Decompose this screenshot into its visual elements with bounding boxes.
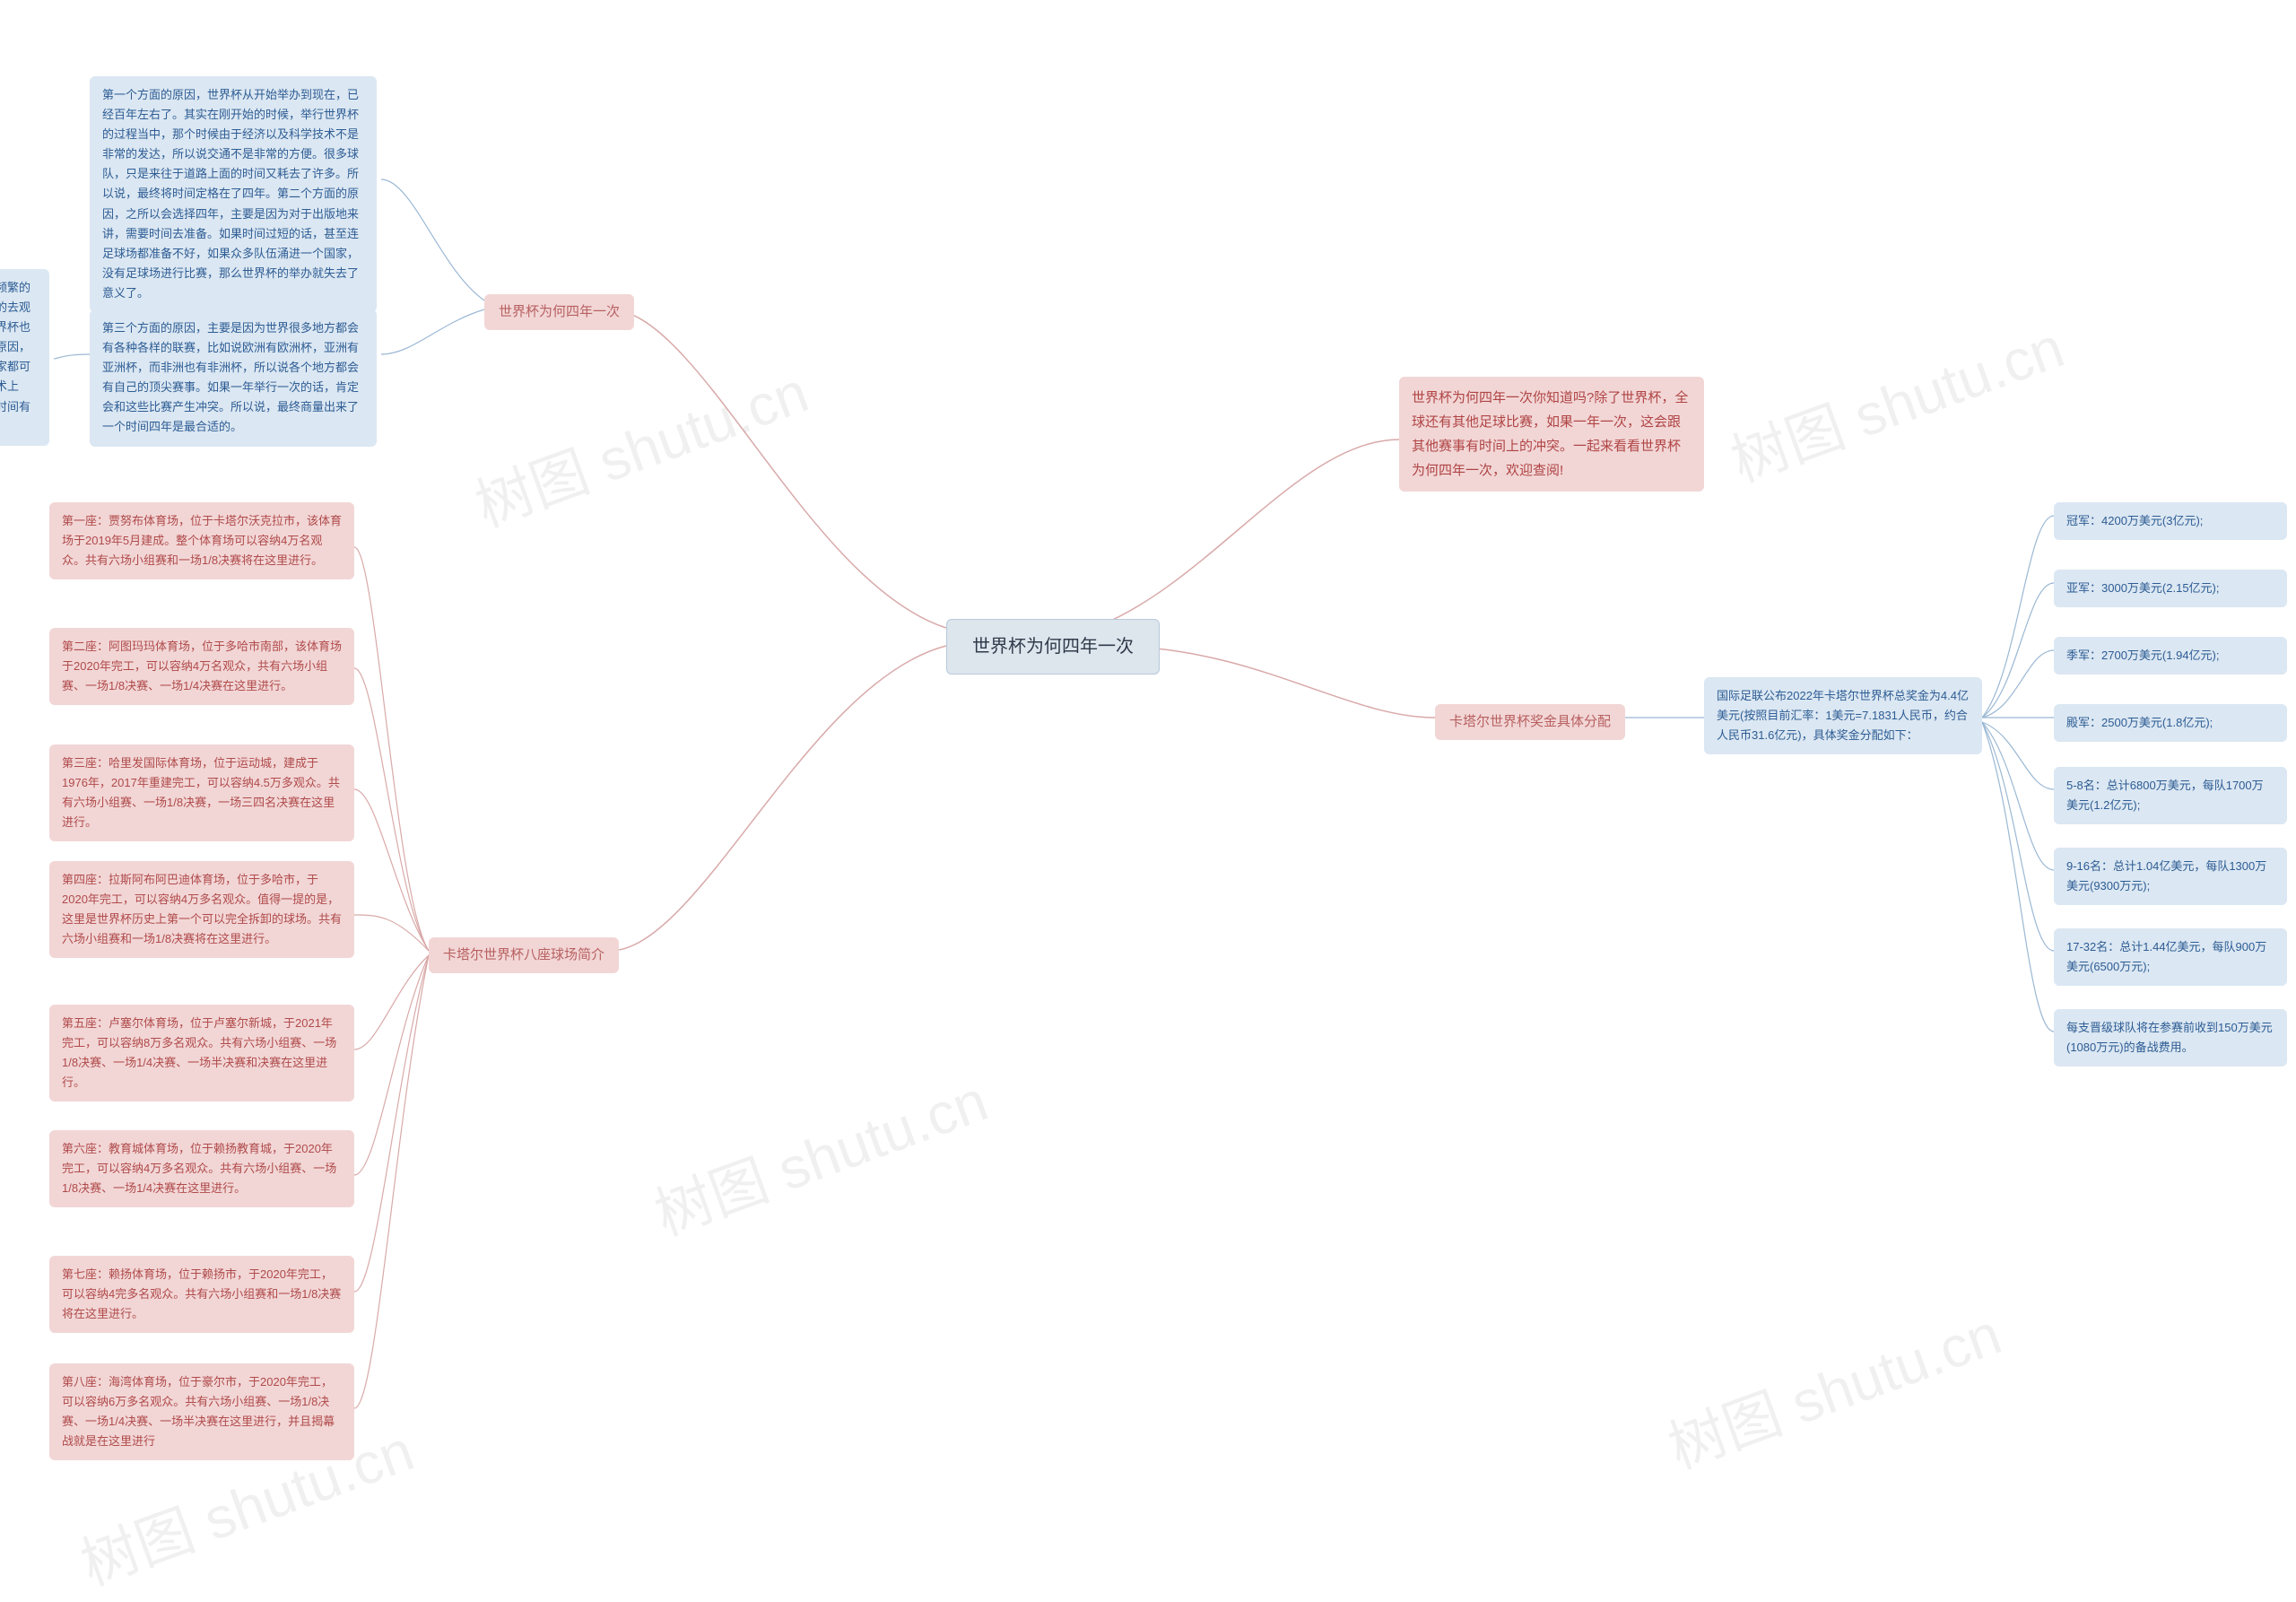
center-node[interactable]: 世界杯为何四年一次 (946, 619, 1160, 675)
prize-3: 季军：2700万美元(1.94亿元); (2054, 637, 2287, 675)
prize-7: 17-32名：总计1.44亿美元，每队900万美元(6500万元); (2054, 928, 2287, 986)
watermark: 树图 shutu.cn (642, 1055, 997, 1251)
prize-8: 每支晋级球队将在参赛前收到150万美元(1080万元)的备战费用。 (2054, 1009, 2287, 1067)
stadium-1: 第一座：贾努布体育场，位于卡塔尔沃克拉市，该体育场于2019年5月建成。整个体育… (49, 502, 354, 579)
stadium-5: 第五座：卢塞尔体育场，位于卢塞尔新城，于2021年完工，可以容纳8万多名观众。共… (49, 1005, 354, 1101)
prize-1: 冠军：4200万美元(3亿元); (2054, 502, 2287, 540)
prize-5: 5-8名：总计6800万美元，每队1700万美元(1.2亿元); (2054, 767, 2287, 824)
prize-2: 亚军：3000万美元(2.15亿元); (2054, 570, 2287, 607)
stadium-3: 第三座：哈里发国际体育场，位于运动城，建成于1976年，2017年重建完工，可以… (49, 744, 354, 841)
stadium-6: 第六座：教育城体育场，位于赖扬教育城，于2020年完工，可以容纳4万多名观众。共… (49, 1130, 354, 1207)
why-reason-3: 最后一个方面原因，如果世界杯一年一举办，如此频繁的次数的话，会让世界杯失去吸引力… (0, 269, 49, 446)
stadium-8: 第八座：海湾体育场，位于豪尔市，于2020年完工，可以容纳6万多名观众。共有六场… (49, 1363, 354, 1460)
branch-prize[interactable]: 卡塔尔世界杯奖金具体分配 (1435, 704, 1625, 740)
why-reason-2: 第三个方面的原因，主要是因为世界很多地方都会有各种各样的联赛，比如说欧洲有欧洲杯… (90, 309, 377, 447)
watermark: 树图 shutu.cn (1656, 1288, 2011, 1484)
prize-6: 9-16名：总计1.04亿美元，每队1300万美元(9300万元); (2054, 848, 2287, 905)
stadium-2: 第二座：阿图玛玛体育场，位于多哈市南部，该体育场于2020年完工，可以容纳4万名… (49, 628, 354, 705)
stadium-7: 第七座：赖扬体育场，位于赖扬市，于2020年完工，可以容纳4完多名观众。共有六场… (49, 1256, 354, 1333)
stadium-4: 第四座：拉斯阿布阿巴迪体育场，位于多哈市，于2020年完工，可以容纳4万多名观众… (49, 861, 354, 958)
branch-why[interactable]: 世界杯为何四年一次 (484, 294, 634, 330)
watermark: 树图 shutu.cn (463, 346, 818, 543)
watermark: 树图 shutu.cn (1718, 301, 2074, 498)
intro-node: 世界杯为何四年一次你知道吗?除了世界杯，全球还有其他足球比赛，如果一年一次，这会… (1399, 377, 1704, 492)
branch-stadiums[interactable]: 卡塔尔世界杯八座球场简介 (429, 937, 619, 973)
prize-4: 殿军：2500万美元(1.8亿元); (2054, 704, 2287, 742)
why-reason-1: 第一个方面的原因，世界杯从开始举办到现在，已经百年左右了。其实在刚开始的时候，举… (90, 76, 377, 312)
prize-intro: 国际足联公布2022年卡塔尔世界杯总奖金为4.4亿美元(按照目前汇率：1美元=7… (1704, 677, 1982, 754)
